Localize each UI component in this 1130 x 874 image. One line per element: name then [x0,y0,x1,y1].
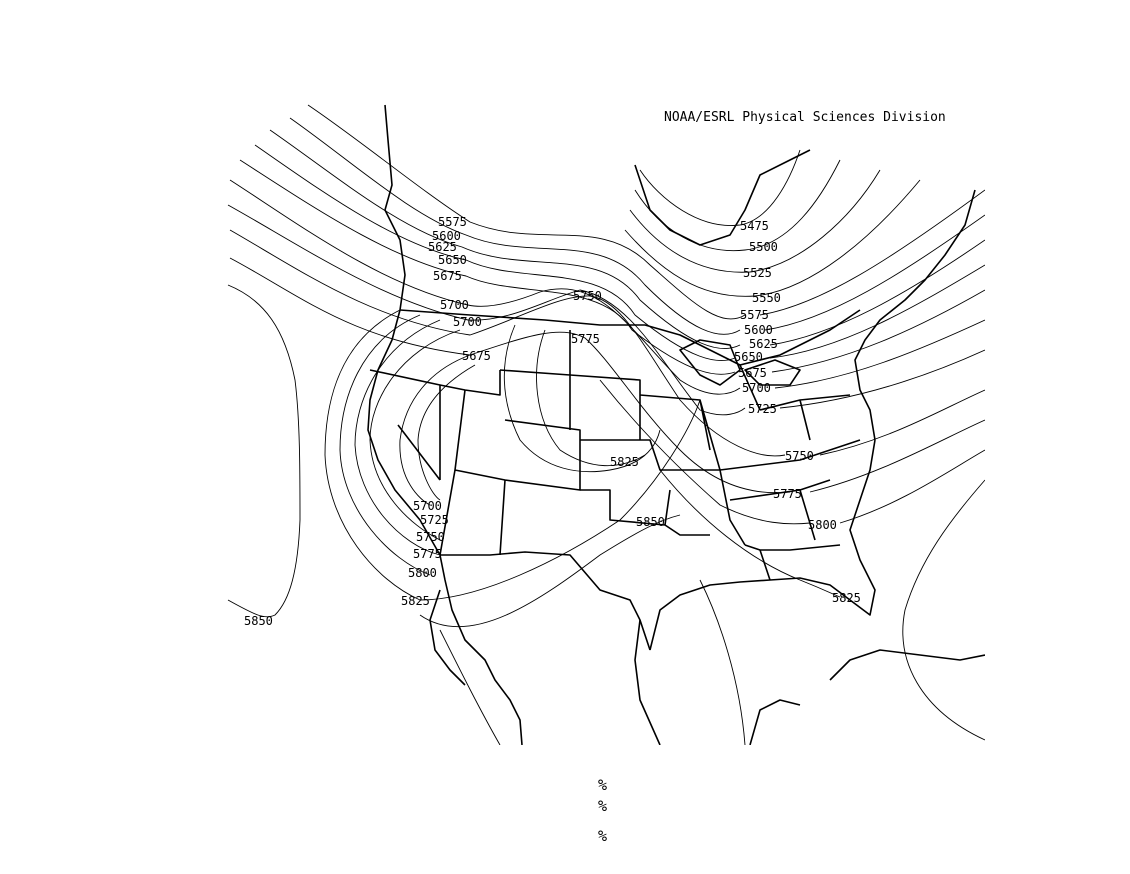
state-lines-east [719,364,861,581]
label-5475-east: 5475 [740,219,769,233]
contour-5725-sw [399,354,471,506]
contour-ne-5600 [764,214,985,331]
label-5850-oklahoma: 5850 [636,515,665,529]
label-5675-east: 5675 [738,366,767,380]
contour-hudson-5550 [624,179,921,297]
label-5575-east: 5575 [740,308,769,322]
label-5625-east: 5625 [749,337,778,351]
contour-ne-5750 [819,389,985,456]
contour-5575 [307,104,746,320]
footer-mark-2: % [598,797,608,815]
label-5550-east: 5550 [752,291,781,305]
label-5650-east: 5650 [734,350,763,364]
hudson-bay-shore [634,149,811,246]
contour-ne-5675 [771,289,985,373]
baja-peninsula [429,589,466,686]
contour-labels: 5575 5600 5625 5650 5675 5700 5700 5675 … [244,215,861,628]
mexico-coast [634,619,661,745]
label-5575-west: 5575 [438,215,467,229]
contour-atlantic [902,479,985,741]
us-mexico-border [440,551,651,651]
contour-lines [227,104,985,745]
label-5700-west: 5700 [440,298,469,312]
contour-5675 [239,159,736,375]
contour-ne-5800 [839,449,985,524]
label-5775-sw: 5775 [413,547,442,561]
cuba [829,649,985,681]
contour-5700-low [417,364,476,501]
contour-ne-5725 [779,349,985,409]
contour-5825-east [659,469,841,598]
contour-mexico [439,629,501,745]
label-5750-north: 5750 [573,289,602,303]
credit-text: NOAA/ESRL Physical Sciences Division [664,110,946,125]
contour-5825-sw [324,309,701,601]
label-5700-sw: 5700 [413,499,442,513]
contour-5625 [269,129,741,349]
label-5500-east: 5500 [749,240,778,254]
state-lines-central [569,374,746,546]
contour-5700-sw [227,284,301,618]
contour-5825-ridge [536,329,646,467]
contour-hudson-5475 [639,149,801,226]
label-5600-west: 5600 [432,229,461,243]
west-coastline [367,104,523,745]
label-5800-east: 5800 [808,518,837,532]
label-5600-east: 5600 [744,323,773,337]
label-5675-west: 5675 [433,269,462,283]
contour-ne-5575 [759,189,985,316]
contour-5850-trough [419,514,681,628]
footer-mark-1: % [598,776,608,794]
footer-mark-3: % [598,827,608,845]
label-5800-sw: 5800 [408,566,437,580]
label-5675-idaho: 5675 [462,349,491,363]
gulf-coast [649,439,876,651]
geographic-boundaries [367,104,985,745]
label-5700-east: 5700 [742,381,771,395]
contour-5700 [229,179,741,395]
contour-5600 [289,117,741,335]
contour-ne-5625 [769,239,985,346]
label-5775-east: 5775 [773,487,802,501]
us-canada-border [399,309,861,366]
contour-ne-5775 [809,419,985,493]
contour-5775 [229,257,791,494]
label-5750-sw: 5750 [416,530,445,544]
label-5850-pacific: 5850 [244,614,273,628]
label-5525-east: 5525 [743,266,772,280]
contour-5800-east [599,379,811,525]
label-5700-oregon: 5700 [453,315,482,329]
state-lines-west [369,330,581,556]
label-5775-north: 5775 [571,332,600,346]
label-5725-east: 5725 [748,402,777,416]
label-5650-west: 5650 [438,253,467,267]
contour-gulf [699,579,746,745]
label-5725-sw: 5725 [420,513,449,527]
contour-5800-sw [339,314,431,576]
contour-5800-ridge [503,324,661,473]
east-coast [854,189,976,441]
yucatan [749,699,801,745]
label-5825-sw: 5825 [401,594,430,608]
label-5825-east: 5825 [832,591,861,605]
label-5750-east: 5750 [785,449,814,463]
label-5625-west: 5625 [428,240,457,254]
contour-5750-sw [369,329,461,541]
contour-hudson-5525 [629,169,881,273]
contour-5775-sw [354,319,441,556]
contour-5650 [254,144,736,361]
great-lakes [679,339,801,386]
contour-hudson-5500 [634,159,841,252]
contour-5725-north [227,204,746,416]
label-5825-kansas: 5825 [610,455,639,469]
contour-ne-5700 [774,319,985,389]
